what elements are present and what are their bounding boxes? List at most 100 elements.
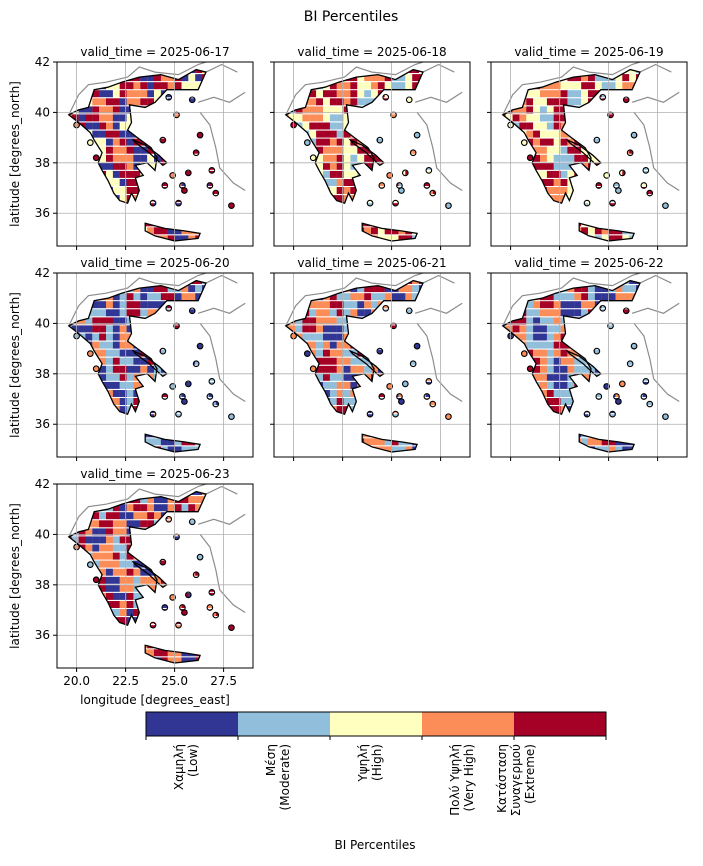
bi-cell: [106, 446, 113, 452]
y-tick-label: 38: [35, 367, 50, 381]
bi-cell: [68, 325, 72, 333]
bi-cell: [208, 536, 216, 544]
bi-cell: [405, 309, 413, 317]
coastline: [67, 490, 207, 627]
bi-cell: [560, 446, 568, 452]
bi-cell: [92, 512, 100, 520]
bi-cell: [412, 373, 420, 381]
bi-cell: [398, 365, 406, 373]
bi-cell: [188, 649, 196, 657]
bi-cell: [357, 365, 365, 373]
bi-cell: [663, 285, 669, 293]
country-border: [414, 91, 463, 103]
bi-cell: [112, 333, 120, 341]
bi-cell: [154, 544, 161, 552]
bi-cell: [642, 285, 650, 293]
bi-cell: [519, 114, 527, 122]
bi-cell: [195, 398, 203, 405]
bi-cell: [160, 114, 168, 122]
bi-cell: [160, 280, 168, 284]
bi-cell: [336, 390, 344, 397]
bi-cell: [302, 195, 310, 203]
bi-cell: [140, 544, 148, 552]
bi-cell: [636, 179, 643, 186]
bi-cell: [215, 227, 223, 235]
bi-cell: [405, 285, 413, 293]
bi-cell: [167, 349, 175, 357]
bi-cell: [432, 90, 440, 98]
bi-cell: [285, 357, 289, 365]
bi-cell: [188, 625, 196, 633]
bi-cell: [398, 187, 406, 194]
bi-cell: [336, 138, 344, 146]
bi-cell: [85, 381, 93, 389]
bi-cell: [309, 430, 317, 438]
bi-cell: [546, 390, 554, 397]
bi-cell: [208, 649, 216, 657]
bi-cell: [92, 317, 100, 325]
coastline: [361, 222, 419, 242]
bi-cell: [405, 365, 413, 373]
island-outline: [405, 307, 413, 315]
bi-cell: [316, 130, 324, 138]
bi-cell: [119, 187, 127, 194]
bi-cell: [174, 649, 182, 657]
bi-cell: [357, 301, 365, 309]
bi-cell: [68, 74, 72, 82]
bi-cell: [446, 211, 452, 219]
y-tick-label: 36: [35, 628, 50, 642]
bi-cell: [229, 365, 235, 373]
bi-cell: [112, 309, 120, 317]
bi-cell: [229, 373, 235, 381]
bi-cell: [412, 203, 420, 211]
bi-cell: [636, 122, 643, 130]
bi-cell: [636, 301, 643, 309]
bi-cell: [553, 98, 561, 106]
bi-cell: [533, 430, 541, 438]
bi-cell: [526, 406, 534, 414]
bi-cell: [119, 90, 127, 98]
island-outline: [595, 393, 603, 400]
bi-cell: [285, 422, 289, 430]
bi-cell: [195, 381, 203, 389]
bi-cell: [453, 235, 460, 242]
bi-cell: [106, 309, 113, 317]
bi-cell: [302, 280, 310, 284]
bi-cell: [663, 187, 669, 194]
bi-cell: [85, 496, 93, 504]
bi-cell: [167, 203, 175, 211]
bi-cell: [574, 98, 582, 106]
bi-cell: [85, 235, 93, 241]
bi-cell: [622, 154, 630, 162]
bi-cell: [106, 544, 113, 552]
bi-cell: [453, 366, 460, 373]
bi-cell: [405, 187, 413, 194]
bi-cell: [167, 430, 175, 438]
bi-cell: [309, 69, 317, 73]
bi-cell: [174, 641, 182, 649]
bi-cell: [68, 98, 72, 106]
bi-cell: [384, 390, 392, 397]
bi-cell: [581, 187, 589, 194]
bi-cell: [615, 373, 623, 381]
bi-cell: [181, 520, 189, 528]
bi-cell: [446, 446, 452, 452]
bi-cell: [615, 195, 623, 203]
bi-cell: [174, 280, 182, 284]
bi-cell: [133, 430, 141, 438]
bi-cell: [629, 130, 637, 138]
bi-cell: [71, 170, 79, 178]
bi-cell: [512, 154, 520, 162]
bi-cell: [629, 301, 637, 309]
bi-cell: [202, 406, 209, 414]
bi-cell: [133, 512, 141, 520]
bi-cell: [147, 576, 155, 584]
bi-cell: [99, 649, 107, 657]
bi-cell: [92, 438, 100, 446]
bi-cell: [446, 365, 452, 373]
bi-cell: [167, 154, 175, 162]
bi-cell: [533, 219, 541, 227]
bi-cell: [243, 366, 250, 373]
bi-cell: [243, 277, 250, 284]
bi-cell: [195, 560, 203, 568]
